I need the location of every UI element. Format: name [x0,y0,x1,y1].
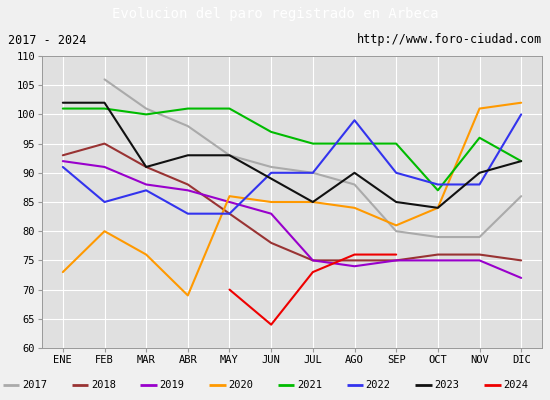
Text: Evolucion del paro registrado en Arbeca: Evolucion del paro registrado en Arbeca [112,7,438,21]
Text: 2022: 2022 [366,380,390,390]
Text: 2023: 2023 [434,380,459,390]
Text: 2019: 2019 [160,380,184,390]
Text: 2021: 2021 [297,380,322,390]
Text: 2020: 2020 [228,380,253,390]
Text: 2017 - 2024: 2017 - 2024 [8,34,87,46]
Text: 2017: 2017 [22,380,47,390]
Text: 2018: 2018 [91,380,116,390]
Text: 2024: 2024 [503,380,528,390]
Text: http://www.foro-ciudad.com: http://www.foro-ciudad.com [356,34,542,46]
